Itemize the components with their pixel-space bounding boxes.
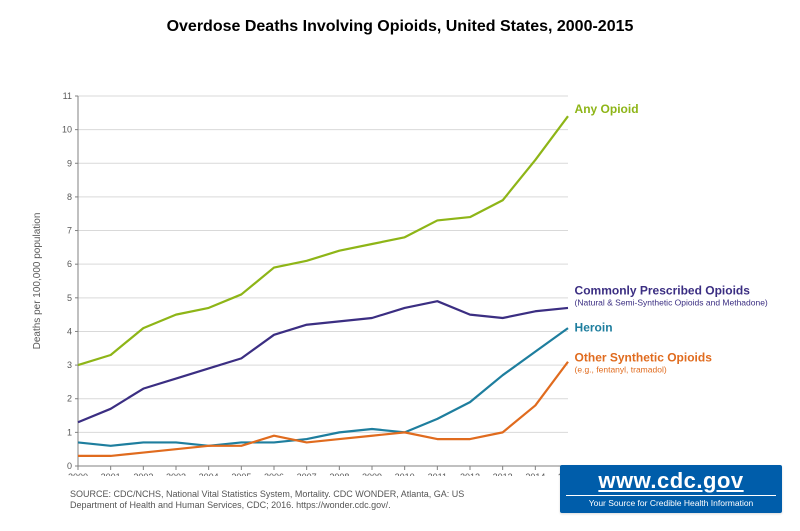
- chart-title: Overdose Deaths Involving Opioids, Unite…: [0, 0, 800, 36]
- x-tick-label: 2009: [362, 472, 382, 476]
- y-tick-label: 0: [67, 461, 72, 471]
- y-tick-label: 9: [67, 158, 72, 168]
- x-tick-label: 2007: [297, 472, 317, 476]
- y-tick-label: 7: [67, 226, 72, 236]
- x-tick-label: 2006: [264, 472, 284, 476]
- series-line-any_opioid: [78, 116, 568, 365]
- y-tick-label: 2: [67, 394, 72, 404]
- x-tick-label: 2014: [525, 472, 545, 476]
- y-tick-label: 4: [67, 326, 72, 336]
- x-tick-label: 2000: [68, 472, 88, 476]
- y-tick-label: 11: [63, 91, 72, 101]
- y-axis-label: Deaths per 100,000 population: [32, 213, 43, 350]
- series-label-synthetic: Other Synthetic Opioids: [575, 351, 713, 365]
- cdc-logo-badge: www.cdc.gov Your Source for Credible Hea…: [560, 465, 782, 513]
- cdc-tagline: Your Source for Credible Health Informat…: [566, 495, 776, 508]
- x-tick-label: 2012: [460, 472, 480, 476]
- cdc-url: www.cdc.gov: [566, 469, 776, 492]
- series-line-rx_opioids: [78, 301, 568, 422]
- x-tick-label: 2013: [493, 472, 513, 476]
- x-tick-label: 2010: [395, 472, 415, 476]
- x-tick-label: 2008: [329, 472, 349, 476]
- x-tick-label: 2004: [199, 472, 219, 476]
- y-tick-label: 10: [62, 125, 72, 135]
- x-tick-label: 2002: [133, 472, 153, 476]
- source-citation: SOURCE: CDC/NCHS, National Vital Statist…: [70, 489, 510, 512]
- x-tick-label: 2003: [166, 472, 186, 476]
- chart-container: Overdose Deaths Involving Opioids, Unite…: [0, 0, 800, 531]
- x-tick-label: 2001: [101, 472, 121, 476]
- series-label-any_opioid: Any Opioid: [575, 102, 639, 116]
- y-tick-label: 5: [67, 293, 72, 303]
- line-chart-svg: 0 1 2 3 4 5 6 7 8 9 10 11 2000 2001 2002 2003 2004 2005 20…: [0, 36, 800, 476]
- series-sublabel-synthetic: (e.g., fentanyl, tramadol): [575, 365, 667, 375]
- y-tick-label: 1: [67, 427, 72, 437]
- y-tick-label: 8: [67, 192, 72, 202]
- series-sublabel-rx_opioids: (Natural & Semi-Synthetic Opioids and Me…: [575, 297, 768, 307]
- series-label-rx_opioids: Commonly Prescribed Opioids: [575, 283, 751, 297]
- x-tick-label: 2011: [428, 472, 447, 476]
- y-tick-label: 6: [67, 259, 72, 269]
- series-label-heroin: Heroin: [575, 320, 613, 334]
- y-tick-label: 3: [67, 360, 72, 370]
- x-tick-label: 2005: [231, 472, 251, 476]
